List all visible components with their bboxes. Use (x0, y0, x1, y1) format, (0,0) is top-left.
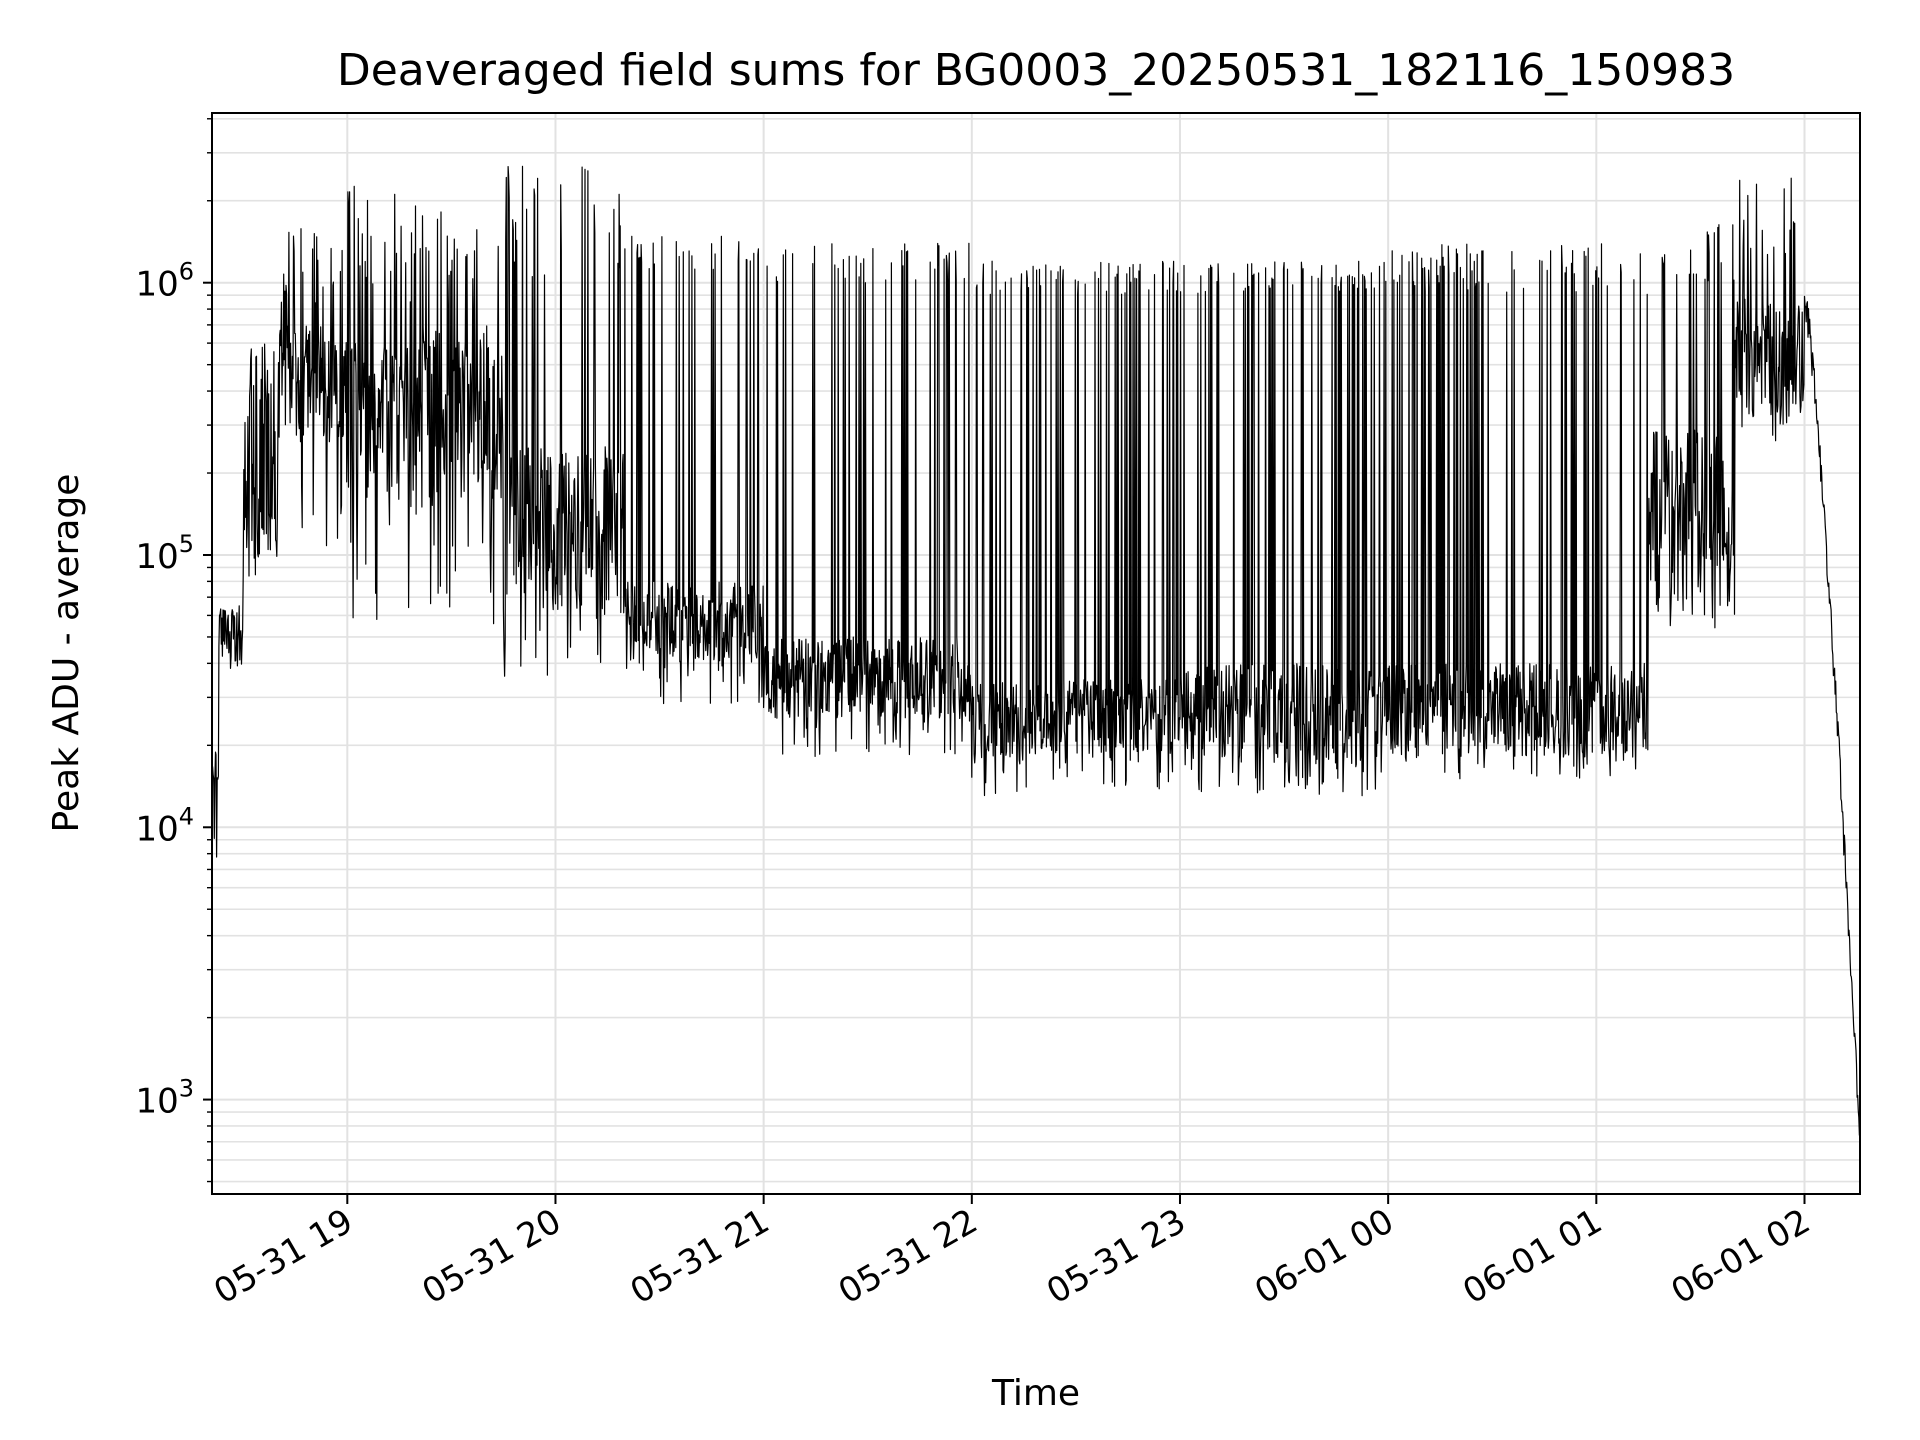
y-tick-exponent: 5 (179, 530, 194, 558)
series-layer (211, 165, 1860, 1136)
y-tick-base: 10 (135, 537, 178, 577)
y-axis-label: Peak ADU - average (46, 474, 87, 833)
plot-frame (211, 112, 1861, 1195)
y-tick-label: 103 (135, 1075, 194, 1122)
chart-title: Deaveraged field sums for BG0003_2025053… (337, 45, 1735, 96)
y-tick-label: 105 (135, 530, 194, 577)
series-line (211, 165, 1860, 1136)
x-axis-label: Time (991, 1373, 1080, 1414)
y-tick-exponent: 4 (179, 802, 194, 830)
y-tick-label: 104 (135, 802, 194, 849)
y-tick-base: 10 (135, 809, 178, 849)
y-tick-exponent: 6 (179, 258, 194, 286)
y-tick-base: 10 (135, 265, 178, 305)
y-tick-label: 106 (135, 258, 194, 305)
y-tick-exponent: 3 (179, 1075, 194, 1103)
y-tick-base: 10 (135, 1082, 178, 1122)
